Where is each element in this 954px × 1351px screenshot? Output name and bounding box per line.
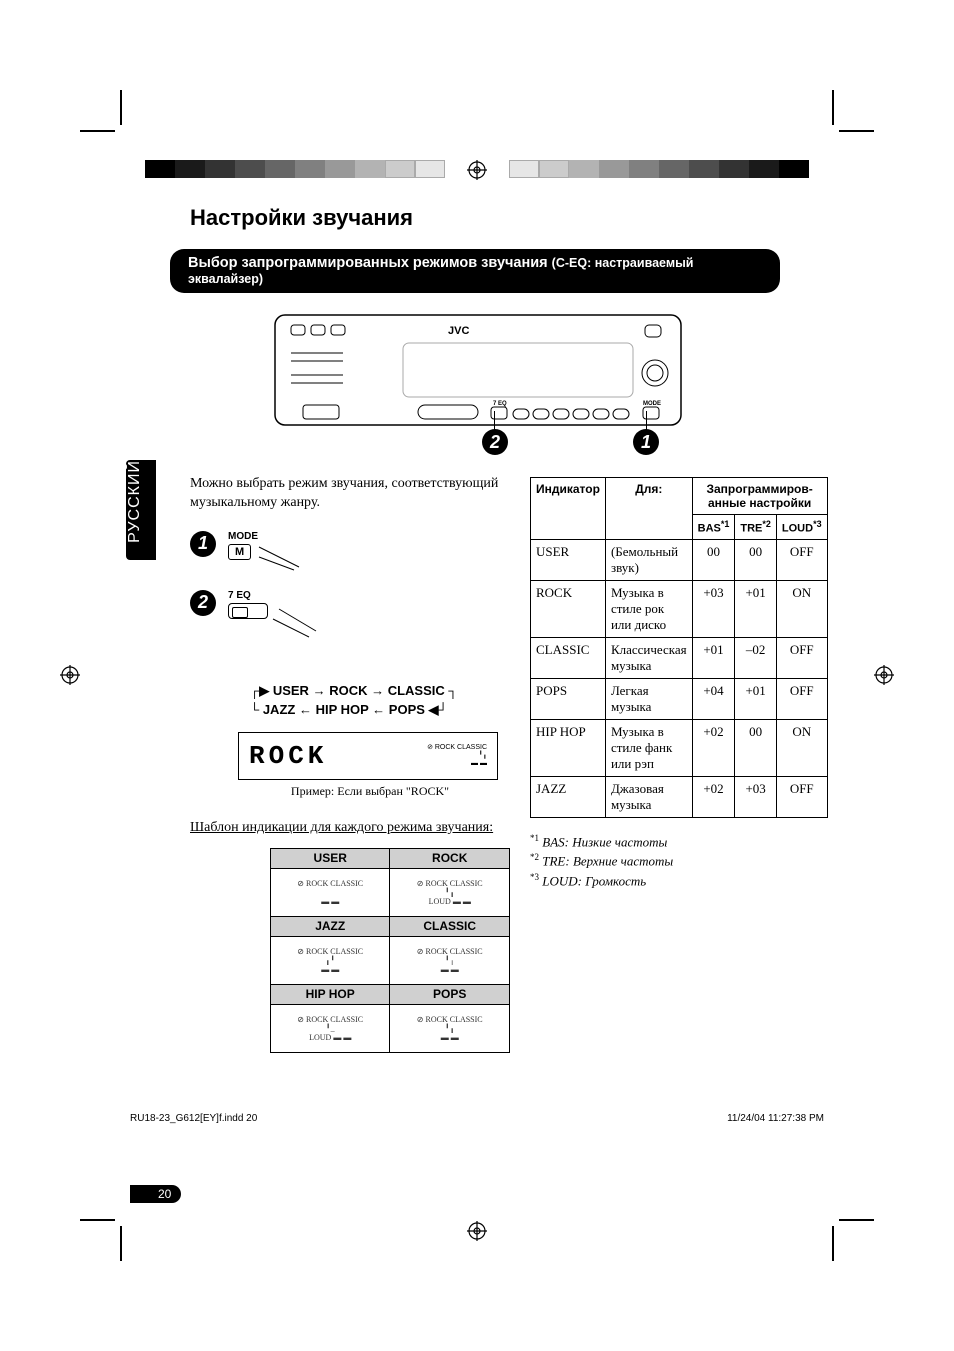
registration-mark-icon <box>467 1221 487 1241</box>
crop-mark <box>824 90 874 140</box>
crop-mark <box>80 1211 130 1261</box>
step-1-number: 1 <box>190 531 216 557</box>
step-2: 2 7 EQ <box>190 590 510 641</box>
footer-right: 11/24/04 11:27:38 PM <box>727 1113 824 1124</box>
brand-label: JVC <box>448 325 469 337</box>
preset-pattern-grid: USERROCK ⊘ ROCK CLASSIC▬ ▬⊘ ROCK CLASSIC… <box>270 848 510 1053</box>
footer-left: RU18-23_G612[EY]f.indd 20 <box>130 1113 257 1124</box>
table-row: CLASSICКлассическая музыка+01–02OFF <box>531 637 828 678</box>
car-stereo-illustration: JVC 7 EQ MODE <box>273 313 683 433</box>
col-indicator: Индикатор <box>531 478 606 540</box>
step-2-number: 2 <box>190 590 216 616</box>
table-row: JAZZДжазовая музыка+02+03OFF <box>531 776 828 817</box>
registration-mark-icon <box>60 665 80 685</box>
page-number: 20 <box>130 1185 181 1203</box>
settings-table: Индикатор Для: Запрограммиров-анные наст… <box>530 477 828 818</box>
table-row: USER(Бемольный звук)0000OFF <box>531 539 828 580</box>
step-1: 1 MODE M <box>190 531 510 572</box>
svg-text:7 EQ: 7 EQ <box>493 401 507 407</box>
svg-text:MODE: MODE <box>643 401 661 407</box>
lcd-icons: ⊘ ROCK CLASSIC╹╻▬ ▬ <box>427 744 487 767</box>
lcd-example: ROCK ⊘ ROCK CLASSIC╹╻▬ ▬ <box>238 732 498 780</box>
section-title: Настройки звучания <box>190 205 825 231</box>
lcd-caption: Пример: Если выбран "ROCK" <box>230 784 510 799</box>
crop-mark <box>80 90 130 140</box>
table-row: POPSЛегкая музыка+04+01OFF <box>531 678 828 719</box>
pattern-heading: Шаблон индикации для каждого режима звуч… <box>190 819 510 838</box>
left-column: Можно выбрать режим звучания, соответств… <box>190 475 510 1053</box>
intro-text: Можно выбрать режим звучания, соответств… <box>190 475 510 513</box>
callout-row: 2 1 <box>130 429 825 469</box>
callout-2-icon: 2 <box>482 429 508 455</box>
eq-button-icon <box>228 603 268 619</box>
footer: RU18-23_G612[EY]f.indd 20 11/24/04 11:27… <box>130 1113 824 1124</box>
footnotes: *1 BAS: Низкие частоты *2 TRE: Верхние ч… <box>530 832 828 891</box>
registration-mark-icon <box>874 665 894 685</box>
banner-main: Выбор запрограммированных режимов звучан… <box>188 255 548 271</box>
col-tre: TRE*2 <box>735 515 777 540</box>
callout-1-icon: 1 <box>633 429 659 455</box>
col-group: Запрограммиров-анные настройки <box>692 478 827 515</box>
subsection-banner: Выбор запрограммированных режимов звучан… <box>170 249 780 293</box>
language-tab: РУССКИЙ <box>126 460 156 560</box>
crop-mark <box>824 1211 874 1261</box>
mode-button-icon: M <box>228 544 251 560</box>
table-row: HIP HOPМузыка в стиле фанк или рэп+0200O… <box>531 719 828 776</box>
language-label: РУССКИЙ <box>126 460 148 543</box>
col-for: Для: <box>605 478 692 540</box>
page-content: РУССКИЙ Настройки звучания Выбор запрогр… <box>130 140 825 1053</box>
right-column: Индикатор Для: Запрограммиров-анные наст… <box>530 475 828 1053</box>
table-row: ROCKМузыка в стиле рок или диско+03+01ON <box>531 580 828 637</box>
mode-cycle: ┌▶ USER → ROCK → CLASSIC ┐ └ JAZZ ← HIP … <box>250 681 510 720</box>
col-bas: BAS*1 <box>692 515 735 540</box>
mode-label: MODE <box>228 531 314 542</box>
eq-label: 7 EQ <box>228 590 331 601</box>
lcd-text: ROCK <box>249 741 327 771</box>
col-loud: LOUD*3 <box>776 515 827 540</box>
